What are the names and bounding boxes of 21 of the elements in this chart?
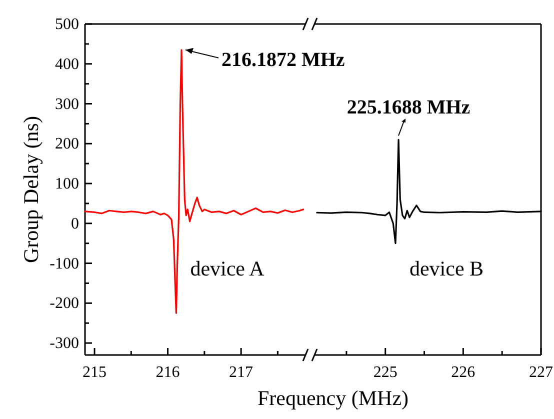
annotation: 216.1872 MHz: [222, 48, 345, 71]
y-tick-label: 400: [55, 56, 79, 73]
y-tick-label: -200: [50, 295, 79, 312]
y-tick-label: 100: [55, 176, 79, 193]
series-label: device A: [190, 256, 266, 281]
x-tick-label: 226: [451, 364, 476, 381]
x-axis-title: Frequency (MHz): [257, 386, 409, 410]
y-tick-label: -100: [50, 255, 79, 272]
y-axis-title: Group Delay (ns): [19, 116, 43, 263]
x-tick-label: 227: [529, 364, 553, 381]
y-tick-label: 0: [71, 215, 79, 232]
x-tick-label: 216: [156, 364, 180, 381]
y-tick-label: 200: [55, 136, 79, 153]
x-tick-label: 225: [373, 364, 398, 381]
annotation: 225.1688 MHz: [346, 96, 470, 119]
x-tick-label: 215: [82, 364, 107, 381]
y-tick-label: -300: [50, 335, 79, 352]
x-tick-label: 217: [229, 364, 254, 381]
series-label: device B: [409, 256, 484, 281]
y-tick-label: 300: [55, 96, 79, 113]
y-tick-label: 500: [55, 16, 79, 33]
